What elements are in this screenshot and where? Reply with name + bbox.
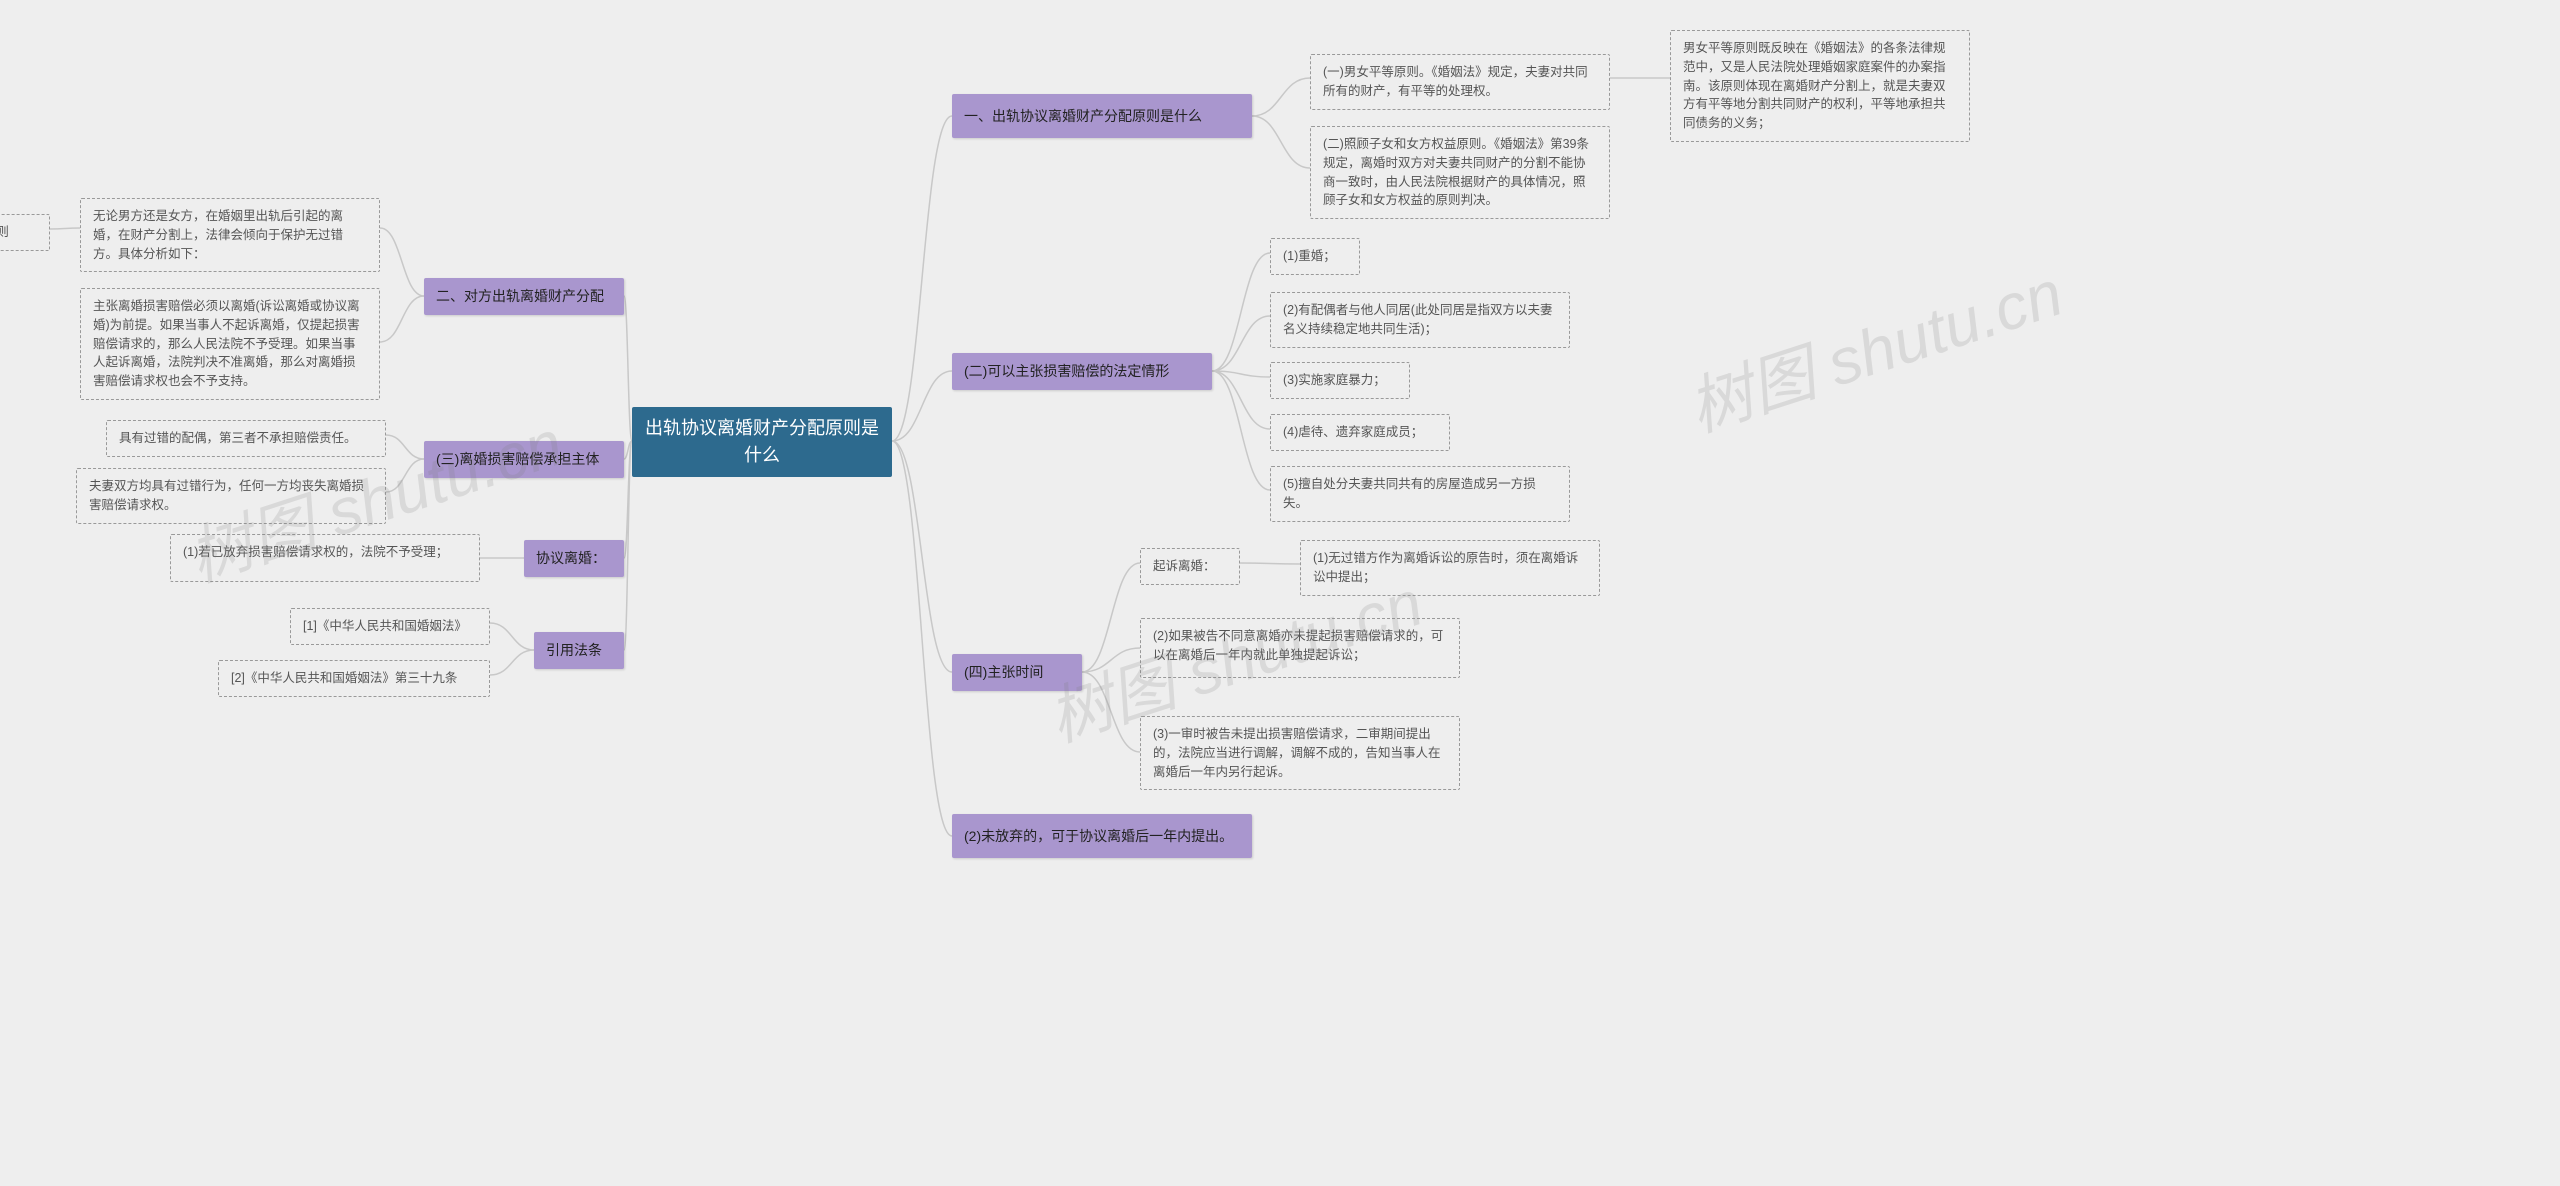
leaf-r3c-label: (3)一审时被告未提出损害赔偿请求，二审期间提出的，法院应当进行调解，调解不成的… xyxy=(1153,727,1441,779)
mindmap-canvas: 出轨协议离婚财产分配原则是什么 一、出轨协议离婚财产分配原则是什么 (一)男女平等原… xyxy=(0,0,2560,1186)
branch-r4[interactable]: (2)未放弃的，可于协议离婚后一年内提出。 xyxy=(952,814,1252,858)
leaf-l2a-label: 具有过错的配偶，第三者不承担赔偿责任。 xyxy=(119,431,357,445)
branch-r3-label: (四)主张时间 xyxy=(964,662,1043,683)
leaf-r2c[interactable]: (3)实施家庭暴力； xyxy=(1270,362,1410,399)
leaf-l1a[interactable]: 无论男方还是女方，在婚姻里出轨后引起的离婚，在财产分割上，法律会倾向于保护无过错… xyxy=(80,198,380,272)
branch-r3[interactable]: (四)主张时间 xyxy=(952,654,1082,691)
leaf-r1b-label: (二)照顾子女和女方权益原则。《婚姻法》第39条规定，离婚时双方对夫妻共同财产的… xyxy=(1323,137,1589,207)
leaf-r2c-label: (3)实施家庭暴力； xyxy=(1283,373,1386,387)
watermark: 树图 shutu.cn xyxy=(1675,242,2072,449)
branch-l1-label: 二、对方出轨离婚财产分配 xyxy=(436,286,604,307)
leaf-r1a-label: (一)男女平等原则。《婚姻法》规定，夫妻对共同所有的财产，有平等的处理权。 xyxy=(1323,65,1588,98)
branch-l3-label: 协议离婚： xyxy=(536,548,606,569)
branch-l4-label: 引用法条 xyxy=(546,640,602,661)
leaf-r3a1-label: (1)无过错方作为离婚诉讼的原告时，须在离婚诉讼中提出； xyxy=(1313,551,1578,584)
leaf-r2d[interactable]: (4)虐待、遗弃家庭成员； xyxy=(1270,414,1450,451)
leaf-r2a[interactable]: (1)重婚； xyxy=(1270,238,1360,275)
branch-l3[interactable]: 协议离婚： xyxy=(524,540,624,577)
leaf-l1b-label: 主张离婚损害赔偿必须以离婚(诉讼离婚或协议离婚)为前提。如果当事人不起诉离婚，仅… xyxy=(93,299,360,388)
branch-l2-label: (三)离婚损害赔偿承担主体 xyxy=(436,449,599,470)
branch-r2[interactable]: (二)可以主张损害赔偿的法定情形 xyxy=(952,353,1212,390)
leaf-l3a[interactable]: (1)若已放弃损害赔偿请求权的，法院不予受理； xyxy=(170,534,480,582)
leaf-r3c[interactable]: (3)一审时被告未提出损害赔偿请求，二审期间提出的，法院应当进行调解，调解不成的… xyxy=(1140,716,1460,790)
branch-r1-label: 一、出轨协议离婚财产分配原则是什么 xyxy=(964,106,1202,127)
leaf-l1b[interactable]: 主张离婚损害赔偿必须以离婚(诉讼离婚或协议离婚)为前提。如果当事人不起诉离婚，仅… xyxy=(80,288,380,400)
leaf-l1a1[interactable]: (一)财产分割原则是以照顾无过错一方为原则 xyxy=(0,214,50,251)
leaf-l2b-label: 夫妻双方均具有过错行为，任何一方均丧失离婚损害赔偿请求权。 xyxy=(89,479,364,512)
leaf-l4b-label: [2]《中华人民共和国婚姻法》第三十九条 xyxy=(231,671,457,685)
leaf-l3a-label: (1)若已放弃损害赔偿请求权的，法院不予受理； xyxy=(183,545,448,559)
leaf-l4a-label: [1]《中华人民共和国婚姻法》 xyxy=(303,619,467,633)
root-node[interactable]: 出轨协议离婚财产分配原则是什么 xyxy=(632,407,892,477)
branch-l1[interactable]: 二、对方出轨离婚财产分配 xyxy=(424,278,624,315)
leaf-r2d-label: (4)虐待、遗弃家庭成员； xyxy=(1283,425,1423,439)
branch-r4-label: (2)未放弃的，可于协议离婚后一年内提出。 xyxy=(964,826,1233,847)
leaf-r2e[interactable]: (5)擅自处分夫妻共同共有的房屋造成另一方损失。 xyxy=(1270,466,1570,522)
leaf-l1a-label: 无论男方还是女方，在婚姻里出轨后引起的离婚，在财产分割上，法律会倾向于保护无过错… xyxy=(93,209,343,261)
branch-r1[interactable]: 一、出轨协议离婚财产分配原则是什么 xyxy=(952,94,1252,138)
root-node-label: 出轨协议离婚财产分配原则是什么 xyxy=(644,415,880,469)
leaf-r1a1[interactable]: 男女平等原则既反映在《婚姻法》的各条法律规范中，又是人民法院处理婚姻家庭案件的办… xyxy=(1670,30,1970,142)
leaf-r3a[interactable]: 起诉离婚： xyxy=(1140,548,1240,585)
leaf-l1a1-label: (一)财产分割原则是以照顾无过错一方为原则 xyxy=(0,225,9,239)
branch-l4[interactable]: 引用法条 xyxy=(534,632,624,669)
leaf-l2b[interactable]: 夫妻双方均具有过错行为，任何一方均丧失离婚损害赔偿请求权。 xyxy=(76,468,386,524)
leaf-r1b[interactable]: (二)照顾子女和女方权益原则。《婚姻法》第39条规定，离婚时双方对夫妻共同财产的… xyxy=(1310,126,1610,219)
leaf-r3b-label: (2)如果被告不同意离婚亦未提起损害赔偿请求的，可以在离婚后一年内就此单独提起诉… xyxy=(1153,629,1443,662)
branch-l2[interactable]: (三)离婚损害赔偿承担主体 xyxy=(424,441,624,478)
leaf-r2b-label: (2)有配偶者与他人同居(此处同居是指双方以夫妻名义持续稳定地共同生活)； xyxy=(1283,303,1552,336)
leaf-r1a1-label: 男女平等原则既反映在《婚姻法》的各条法律规范中，又是人民法院处理婚姻家庭案件的办… xyxy=(1683,41,1946,130)
leaf-r3b[interactable]: (2)如果被告不同意离婚亦未提起损害赔偿请求的，可以在离婚后一年内就此单独提起诉… xyxy=(1140,618,1460,678)
leaf-l4b[interactable]: [2]《中华人民共和国婚姻法》第三十九条 xyxy=(218,660,490,697)
branch-r2-label: (二)可以主张损害赔偿的法定情形 xyxy=(964,361,1169,382)
leaf-r2e-label: (5)擅自处分夫妻共同共有的房屋造成另一方损失。 xyxy=(1283,477,1536,510)
leaf-r3a-label: 起诉离婚： xyxy=(1153,559,1216,573)
leaf-r1a[interactable]: (一)男女平等原则。《婚姻法》规定，夫妻对共同所有的财产，有平等的处理权。 xyxy=(1310,54,1610,110)
leaf-r2a-label: (1)重婚； xyxy=(1283,249,1336,263)
leaf-r2b[interactable]: (2)有配偶者与他人同居(此处同居是指双方以夫妻名义持续稳定地共同生活)； xyxy=(1270,292,1570,348)
leaf-l4a[interactable]: [1]《中华人民共和国婚姻法》 xyxy=(290,608,490,645)
leaf-r3a1[interactable]: (1)无过错方作为离婚诉讼的原告时，须在离婚诉讼中提出； xyxy=(1300,540,1600,596)
leaf-l2a[interactable]: 具有过错的配偶，第三者不承担赔偿责任。 xyxy=(106,420,386,457)
connector-layer xyxy=(0,0,2560,1186)
